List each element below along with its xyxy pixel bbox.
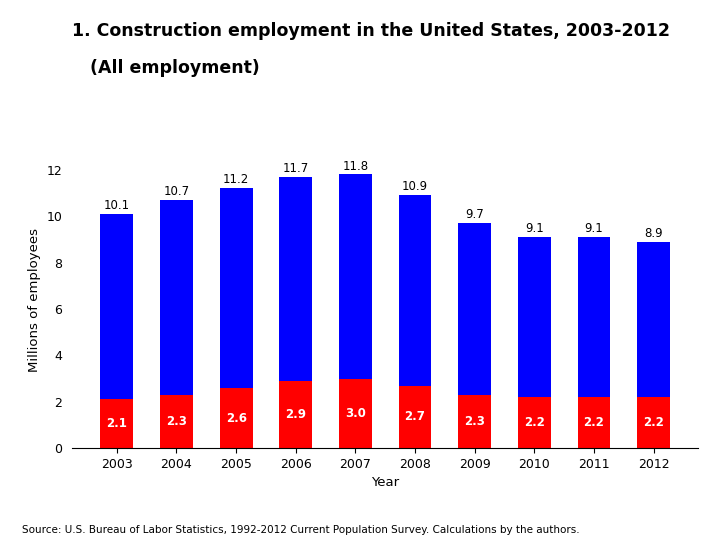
Text: 2.2: 2.2: [583, 416, 604, 429]
Bar: [518, 237, 551, 397]
Bar: [518, 397, 551, 448]
Text: 2.9: 2.9: [285, 408, 306, 421]
Bar: [279, 381, 312, 448]
Text: 2.2: 2.2: [524, 416, 545, 429]
Bar: [220, 388, 253, 448]
Bar: [577, 237, 611, 397]
Text: 2.1: 2.1: [107, 417, 127, 430]
X-axis label: Year: Year: [371, 476, 400, 489]
Bar: [637, 242, 670, 397]
Bar: [637, 397, 670, 448]
Bar: [101, 400, 133, 448]
Y-axis label: Millions of employees: Millions of employees: [28, 228, 41, 372]
Text: 2.2: 2.2: [643, 416, 664, 429]
Text: 10.9: 10.9: [402, 180, 428, 193]
Text: 11.2: 11.2: [223, 173, 249, 186]
Bar: [577, 397, 611, 448]
Bar: [160, 395, 193, 448]
Text: 8.9: 8.9: [644, 227, 663, 240]
Text: Source: U.S. Bureau of Labor Statistics, 1992-2012 Current Population Survey. Ca: Source: U.S. Bureau of Labor Statistics,…: [22, 524, 579, 535]
Text: 2.6: 2.6: [225, 411, 247, 424]
Bar: [220, 188, 253, 388]
Bar: [339, 174, 372, 379]
Bar: [399, 195, 431, 386]
Text: 2.3: 2.3: [166, 415, 187, 428]
Text: 3.0: 3.0: [345, 407, 366, 420]
Text: 9.1: 9.1: [525, 222, 544, 235]
Text: 1. Construction employment in the United States, 2003-2012: 1. Construction employment in the United…: [72, 22, 670, 39]
Text: 10.7: 10.7: [163, 185, 189, 198]
Text: 9.7: 9.7: [465, 208, 484, 221]
Text: 11.7: 11.7: [283, 162, 309, 175]
Text: 10.1: 10.1: [104, 199, 130, 212]
Bar: [101, 214, 133, 400]
Bar: [339, 379, 372, 448]
Text: 2.7: 2.7: [405, 410, 426, 423]
Bar: [160, 200, 193, 395]
Bar: [458, 395, 491, 448]
Bar: [458, 223, 491, 395]
Text: (All employment): (All employment): [72, 59, 260, 77]
Bar: [279, 177, 312, 381]
Bar: [399, 386, 431, 448]
Text: 11.8: 11.8: [342, 159, 369, 173]
Text: 9.1: 9.1: [585, 222, 603, 235]
Text: 2.3: 2.3: [464, 415, 485, 428]
